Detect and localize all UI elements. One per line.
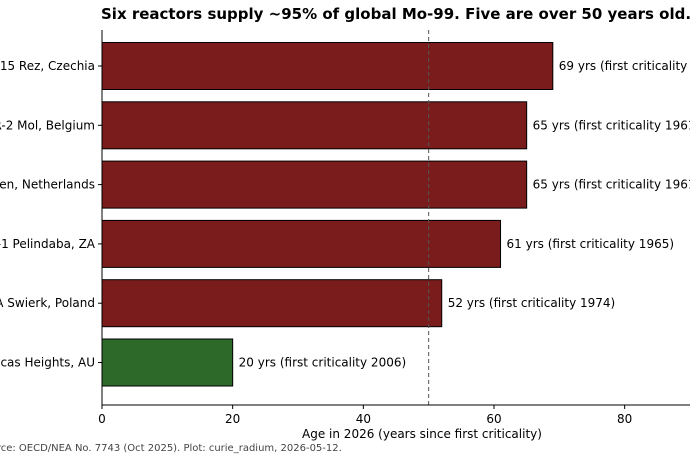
x-tick-label: 20 (225, 412, 240, 426)
y-tick-label: LVR-15 Rez, Czechia (0, 59, 95, 73)
data-label: 69 yrs (first criticality 1957) (559, 59, 690, 73)
y-tick-label: MARIA Swierk, Poland (0, 296, 95, 310)
x-axis-label: Age in 2026 (years since first criticali… (302, 427, 542, 441)
y-tick-label: SAFARI-1 Pelindaba, ZA (0, 237, 96, 251)
y-tick-label: BR-2 Mol, Belgium (0, 118, 95, 132)
data-label: 52 yrs (first criticality 1974) (448, 296, 616, 310)
data-label: 65 yrs (first criticality 1961) (533, 178, 690, 192)
data-label: 61 yrs (first criticality 1965) (507, 237, 675, 251)
bar (101, 101, 528, 150)
chart-title: Six reactors supply ~95% of global Mo-99… (101, 5, 690, 23)
data-label: 65 yrs (first criticality 1961) (533, 118, 690, 132)
bar (101, 219, 502, 268)
plot-area: LVR-15 Rez, Czechia 69 yrs (first critica… (0, 30, 690, 426)
bar (101, 338, 234, 387)
x-tick-label: 80 (617, 412, 632, 426)
bar (101, 279, 443, 328)
bar (101, 160, 528, 209)
y-tick-label: HFR Petten, Netherlands (0, 178, 95, 192)
bar (101, 42, 554, 90)
x-tick-label: 60 (486, 412, 501, 426)
y-tick-label: OPAL Lucas Heights, AU (0, 356, 95, 370)
data-label: 20 yrs (first criticality 2006) (239, 356, 407, 370)
x-tick-label: 0 (98, 412, 106, 426)
source-footnote: Source: OECD/NEA No. 7743 (Oct 2025). Pl… (0, 443, 342, 454)
x-tick-label: 40 (356, 412, 371, 426)
